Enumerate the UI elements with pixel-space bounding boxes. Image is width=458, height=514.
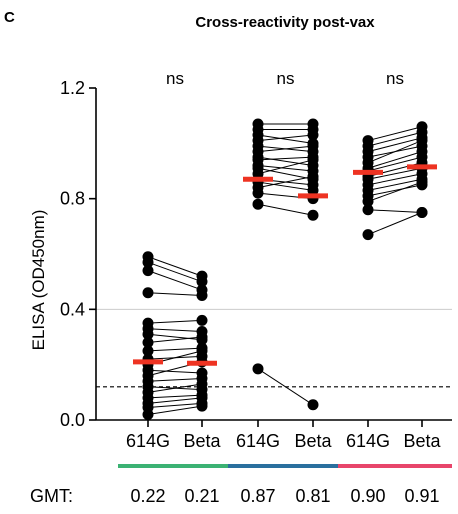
pair-line xyxy=(147,402,203,409)
pair-line xyxy=(367,173,423,186)
y-tick-label: 1.2 xyxy=(60,78,85,98)
pair-line xyxy=(147,328,203,332)
data-point xyxy=(416,176,428,188)
gmt-value: 0.81 xyxy=(295,486,330,506)
pair-line xyxy=(147,383,203,393)
pair-line xyxy=(367,151,423,169)
pair-line xyxy=(367,167,423,180)
gmt-label: GMT: xyxy=(30,486,73,506)
pair-line xyxy=(147,405,203,415)
data-point xyxy=(307,129,319,141)
data-point xyxy=(362,229,374,241)
pair-line xyxy=(257,164,314,172)
data-point xyxy=(416,135,428,147)
pair-line xyxy=(257,167,314,180)
pair-line xyxy=(147,256,203,277)
panel-letter: C xyxy=(4,9,15,26)
gmt-value: 0.21 xyxy=(184,486,219,506)
chart-title: Cross-reactivity post-vax xyxy=(195,14,375,31)
pair-line xyxy=(257,159,314,175)
data-point xyxy=(142,328,154,340)
gmt-value: 0.91 xyxy=(404,486,439,506)
data-point xyxy=(196,345,208,357)
pair-line xyxy=(147,336,203,344)
significance-label: ns xyxy=(277,69,295,88)
data-point xyxy=(142,408,154,420)
data-point xyxy=(196,378,208,390)
data-point xyxy=(252,187,264,199)
pair-line xyxy=(257,145,314,153)
significance-label: ns xyxy=(386,69,404,88)
data-point xyxy=(196,331,208,343)
pair-line xyxy=(257,203,314,216)
pair-line xyxy=(257,181,314,191)
pair-line xyxy=(367,209,423,213)
x-category-label: Beta xyxy=(403,431,441,451)
data-point xyxy=(142,345,154,357)
x-category-label: 614G xyxy=(346,431,390,451)
data-point xyxy=(196,290,208,301)
x-category-label: 614G xyxy=(126,431,170,451)
gmt-value: 0.87 xyxy=(240,486,275,506)
pair-line xyxy=(257,176,314,189)
pair-line xyxy=(147,347,203,352)
pair-line xyxy=(147,261,203,283)
pair-line xyxy=(147,333,203,341)
data-point xyxy=(307,140,319,152)
data-point xyxy=(142,256,154,268)
data-point xyxy=(196,314,208,326)
x-category-label: Beta xyxy=(294,431,332,451)
data-point xyxy=(142,265,154,277)
pair-line xyxy=(367,181,423,202)
pair-line xyxy=(147,397,203,404)
pair-line xyxy=(257,368,314,406)
pair-line xyxy=(257,134,314,144)
data-point xyxy=(142,337,154,349)
data-point xyxy=(307,399,319,411)
pair-line xyxy=(367,178,423,191)
gmt-value: 0.90 xyxy=(350,486,385,506)
y-tick-label: 0.8 xyxy=(60,189,85,209)
pair-line xyxy=(147,394,203,399)
pair-line xyxy=(367,212,423,236)
pair-line xyxy=(367,126,423,142)
pair-line xyxy=(257,156,314,161)
pair-line xyxy=(367,137,423,153)
pair-line xyxy=(367,156,423,172)
gmt-value: 0.22 xyxy=(130,486,165,506)
pair-line xyxy=(147,319,203,324)
data-point xyxy=(307,209,319,221)
data-point xyxy=(362,195,374,207)
data-point xyxy=(307,171,319,183)
data-point xyxy=(252,198,264,210)
data-point xyxy=(196,400,208,412)
pair-line xyxy=(367,140,423,164)
y-axis-label: ELISA (OD450nm) xyxy=(29,210,48,351)
data-point xyxy=(196,276,208,288)
y-tick-label: 0.0 xyxy=(60,410,85,430)
pair-line xyxy=(147,292,203,296)
data-point xyxy=(416,207,428,218)
data-point xyxy=(362,204,374,216)
pair-line xyxy=(257,156,314,166)
x-category-label: 614G xyxy=(236,431,280,451)
data-point xyxy=(252,363,264,375)
pair-line xyxy=(147,369,203,374)
data-point xyxy=(307,184,319,196)
data-point xyxy=(142,287,154,299)
pair-line xyxy=(257,134,314,142)
pair-line xyxy=(367,131,423,147)
data-point xyxy=(307,154,319,166)
significance-label: ns xyxy=(166,69,184,88)
pair-line xyxy=(147,270,203,291)
y-tick-label: 0.4 xyxy=(60,299,85,319)
pair-line xyxy=(367,184,423,197)
x-category-label: Beta xyxy=(183,431,221,451)
pair-line xyxy=(147,378,203,382)
